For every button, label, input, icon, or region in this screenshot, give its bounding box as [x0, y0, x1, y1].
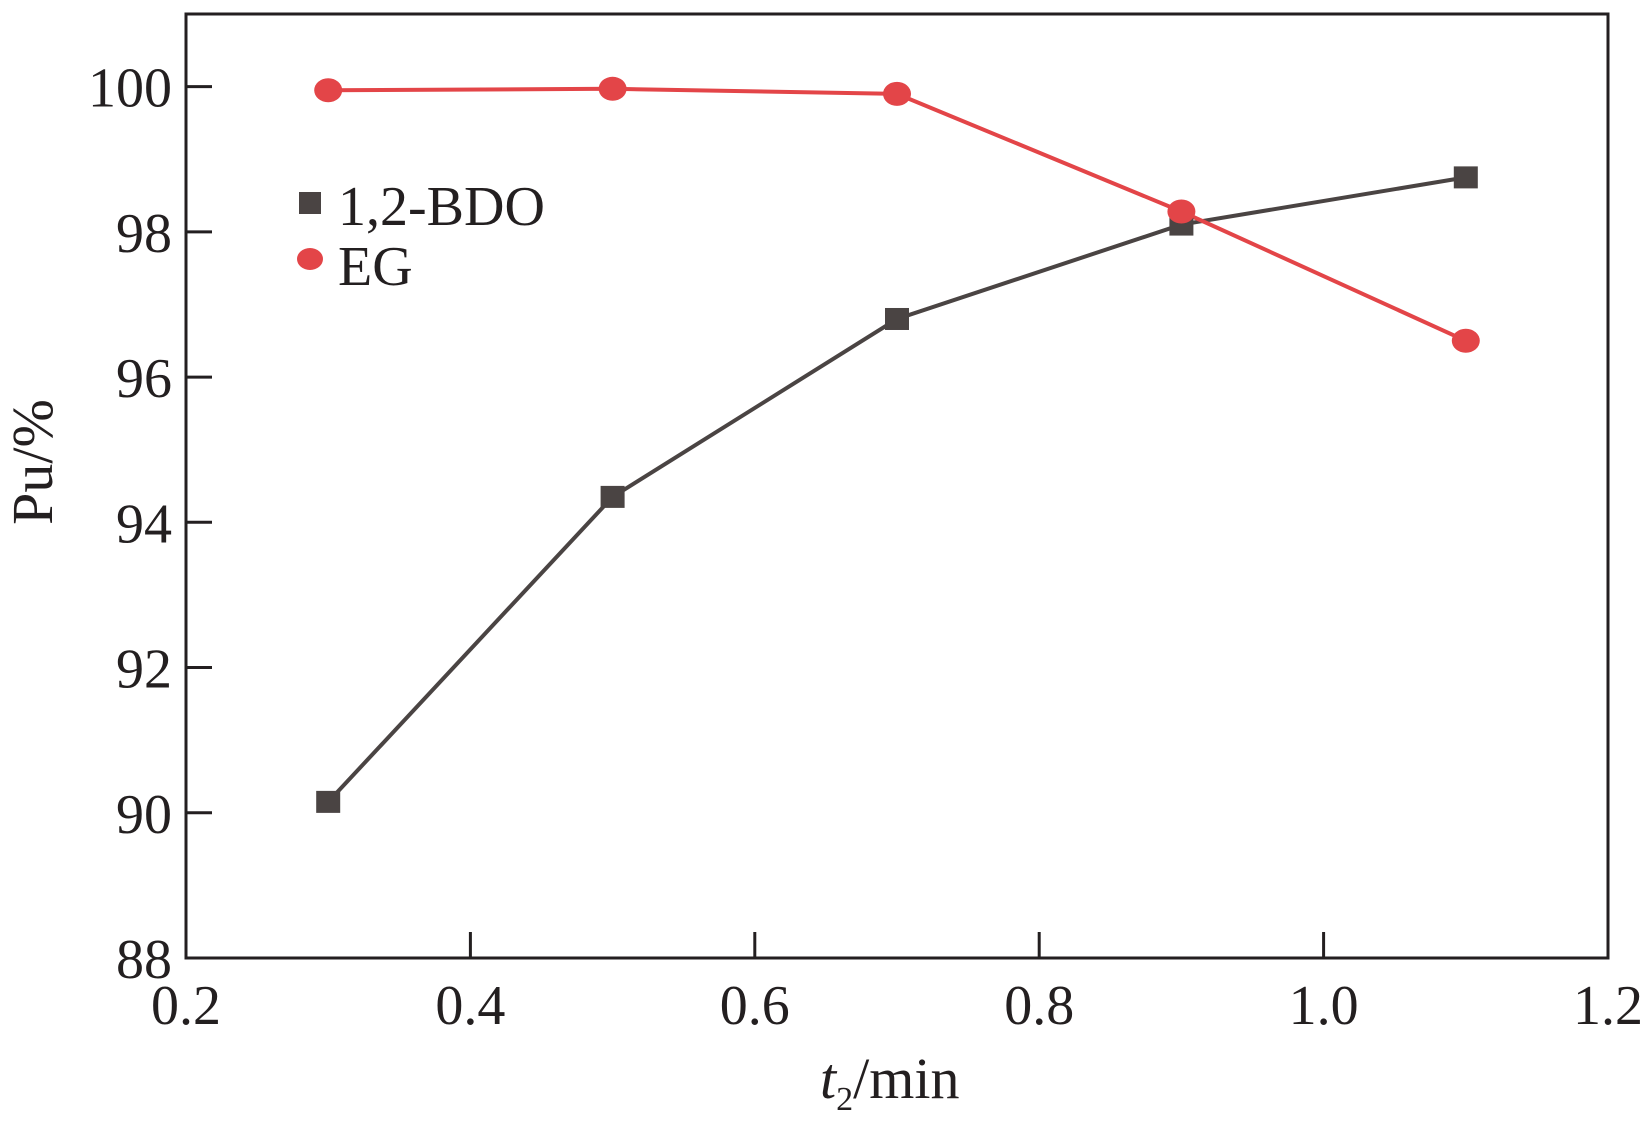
legend-marker-eg	[297, 248, 323, 270]
y-tick-label: 90	[116, 784, 172, 846]
data-point-eg	[598, 76, 627, 101]
data-point-eg	[314, 78, 343, 103]
legend-label-eg: EG	[338, 236, 413, 298]
data-point-eg	[883, 81, 911, 106]
data-point-1-2-bdo	[885, 307, 909, 330]
y-tick-label: 96	[116, 348, 172, 410]
x-axis-label-main: t	[820, 1046, 838, 1111]
data-point-eg	[1451, 328, 1480, 353]
legend-marker-1-2-bdo	[299, 192, 321, 214]
data-point-1-2-bdo	[1453, 166, 1478, 189]
x-tick-label: 0.4	[435, 975, 505, 1037]
y-tick-label: 94	[116, 493, 172, 555]
plot-frame	[184, 12, 1610, 960]
series-line-1-2-bdo	[326, 175, 1467, 804]
plot-series-layer	[314, 76, 1480, 813]
x-tick-label: 0.2	[151, 975, 221, 1037]
y-tick-label: 98	[116, 203, 172, 265]
x-tick-label: 0.6	[720, 975, 790, 1037]
legend-label-1-2-bdo: 1,2-BDO	[338, 176, 545, 238]
data-point-1-2-bdo	[600, 485, 625, 508]
x-axis-label-unit: /min	[853, 1046, 959, 1111]
y-tick-label: 88	[116, 929, 172, 991]
x-tick-label: 1.2	[1573, 975, 1643, 1037]
x-axis-label: t2/min	[820, 1046, 959, 1118]
data-point-eg	[1167, 199, 1196, 224]
x-tick-label: 0.8	[1004, 975, 1074, 1037]
y-axis: 88 90 92 94 96 98 100	[88, 58, 212, 991]
y-tick-label: 100	[88, 58, 172, 120]
x-axis: 0.2 0.4 0.6 0.8 1.0 1.2	[151, 932, 1643, 1037]
data-point-1-2-bdo	[316, 790, 341, 813]
y-axis-label: Pu/%	[0, 399, 65, 525]
x-tick-label: 1.0	[1289, 975, 1359, 1037]
y-tick-label: 92	[116, 639, 172, 701]
x-axis-label-subscript: 2	[836, 1081, 853, 1118]
